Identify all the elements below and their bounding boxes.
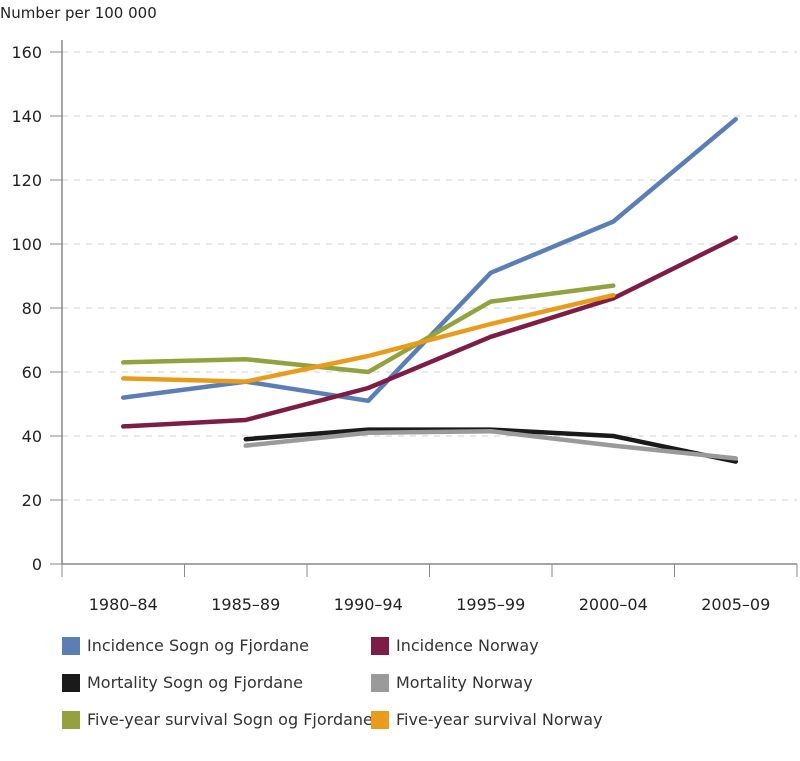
- legend-label: Five-year survival Norway: [396, 710, 603, 729]
- legend-label: Incidence Sogn og Fjordane: [87, 636, 310, 655]
- y-tick-label: 60: [22, 363, 42, 382]
- series-line-4: [121, 283, 616, 375]
- x-tick-label: 1990–94: [334, 595, 403, 614]
- x-tick-label: 2005–09: [701, 595, 770, 614]
- legend-swatch: [371, 636, 389, 655]
- x-tick-label: 1980–84: [89, 595, 158, 614]
- legend-item: Five-year survival Norway: [371, 710, 603, 729]
- y-tick-label: 160: [11, 43, 42, 62]
- x-tick-label: 2000–04: [579, 595, 648, 614]
- y-tick-label: 140: [11, 107, 42, 126]
- legend-label: Mortality Norway: [396, 673, 533, 692]
- legend-swatch: [62, 673, 80, 692]
- y-tick-label: 100: [11, 235, 42, 254]
- legend-swatch: [62, 710, 80, 729]
- legend-item: Mortality Sogn og Fjordane: [62, 673, 303, 692]
- y-tick-label: 20: [22, 491, 42, 510]
- y-tick-label: 0: [32, 555, 42, 574]
- legend-swatch: [371, 710, 389, 729]
- plot-area: 0 20 40 60 80 100 120 140 160 1980–84 1985–89 1990–…: [11, 40, 798, 614]
- y-axis-label: Number per 100 000: [0, 4, 157, 22]
- legend-label: Five-year survival Sogn og Fjordane: [87, 710, 373, 729]
- legend-item: Incidence Norway: [371, 636, 539, 655]
- legend-item: Five-year survival Sogn og Fjordane: [62, 710, 373, 729]
- x-tick-label: 1985–89: [211, 595, 280, 614]
- legend-swatch: [62, 636, 80, 655]
- legend-label: Incidence Norway: [396, 636, 539, 655]
- y-tick-label: 40: [22, 427, 42, 446]
- x-tick-label: 1995–99: [456, 595, 525, 614]
- legend-swatch: [371, 673, 389, 692]
- y-tick-label: 80: [22, 299, 42, 318]
- legend-item: Incidence Sogn og Fjordane: [62, 636, 309, 655]
- legend-label: Mortality Sogn og Fjordane: [87, 673, 304, 692]
- series-line-2: [243, 427, 738, 464]
- legend-item: Mortality Norway: [371, 673, 533, 692]
- y-tick-label: 120: [11, 171, 42, 190]
- series-line-1: [121, 235, 738, 429]
